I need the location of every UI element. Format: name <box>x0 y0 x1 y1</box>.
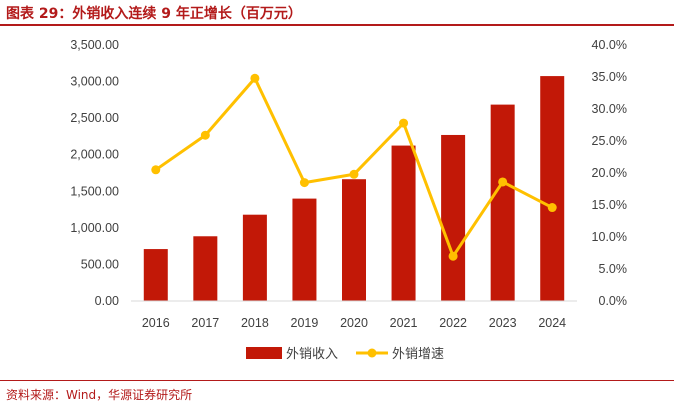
left-axis-tick-label: 3,000.00 <box>70 75 119 89</box>
growth-point <box>250 73 260 83</box>
revenue-bar <box>193 236 218 301</box>
right-axis-ticks: 0.0% 5.0% 10.0% 15.0% 20.0% 25.0% 30.0% 35.0% 40… <box>592 38 627 308</box>
left-axis-tick-label: 2,000.00 <box>70 148 119 162</box>
x-axis-tick-label: 2016 <box>142 316 170 330</box>
legend: 外销收入 外销增速 <box>246 347 444 362</box>
growth-point <box>299 178 309 188</box>
title-rule <box>0 24 674 26</box>
revenue-bar <box>292 198 317 301</box>
revenue-bar <box>143 249 168 301</box>
right-axis-tick-label: 35.0% <box>592 70 627 84</box>
revenue-bar <box>242 214 267 301</box>
chart-title: 图表 29：外销收入连续 9 年正增长（百万元） <box>6 6 302 22</box>
right-axis-tick-label: 40.0% <box>592 38 627 52</box>
footer-rule <box>0 380 674 381</box>
x-axis-ticks: 2016 2017 2018 2019 2020 2021 2022 2023 2024 <box>142 316 566 330</box>
right-axis-tick-label: 30.0% <box>592 102 627 116</box>
growth-point <box>349 169 359 179</box>
right-axis-tick-label: 20.0% <box>592 166 627 180</box>
revenue-bars <box>143 76 565 302</box>
x-axis-tick-label: 2018 <box>241 316 269 330</box>
left-axis-tick-label: 2,500.00 <box>70 111 119 125</box>
growth-point <box>498 177 508 187</box>
legend-label-line: 外销增速 <box>392 347 444 362</box>
revenue-bar <box>540 76 565 301</box>
x-axis-tick-label: 2024 <box>538 316 566 330</box>
left-axis-ticks: 0.00 500.00 1,000.00 1,500.00 2,000.00 2,500.… <box>70 38 119 308</box>
right-axis-tick-label: 25.0% <box>592 134 627 148</box>
right-axis-tick-label: 0.0% <box>599 294 628 308</box>
left-axis-tick-label: 0.00 <box>95 294 119 308</box>
x-axis-tick-label: 2017 <box>191 316 219 330</box>
revenue-bar <box>391 145 416 301</box>
right-axis-tick-label: 15.0% <box>592 198 627 212</box>
x-axis-tick-label: 2020 <box>340 316 368 330</box>
left-axis-tick-label: 1,000.00 <box>70 221 119 235</box>
left-axis-tick-label: 500.00 <box>81 257 119 271</box>
left-axis-tick-label: 3,500.00 <box>70 38 119 52</box>
legend-swatch-bar <box>246 347 282 359</box>
revenue-bar <box>342 179 366 301</box>
growth-point <box>448 251 458 261</box>
x-axis-tick-label: 2021 <box>390 316 418 330</box>
growth-line-series <box>151 73 557 261</box>
legend-label-bar: 外销收入 <box>286 347 338 362</box>
right-axis-tick-label: 5.0% <box>599 262 628 276</box>
source-note: 资料来源：Wind，华源证券研究所 <box>6 388 193 402</box>
revenue-bar <box>490 104 515 302</box>
growth-point <box>399 118 409 128</box>
x-axis-tick-label: 2023 <box>489 316 517 330</box>
revenue-bar <box>441 134 466 301</box>
x-axis-tick-label: 2022 <box>439 316 467 330</box>
growth-point <box>547 203 557 213</box>
growth-point <box>151 165 161 175</box>
legend-swatch-point <box>367 348 377 358</box>
growth-point <box>200 130 210 140</box>
right-axis-tick-label: 10.0% <box>592 230 627 244</box>
x-axis-tick-label: 2019 <box>291 316 319 330</box>
left-axis-tick-label: 1,500.00 <box>70 184 119 198</box>
